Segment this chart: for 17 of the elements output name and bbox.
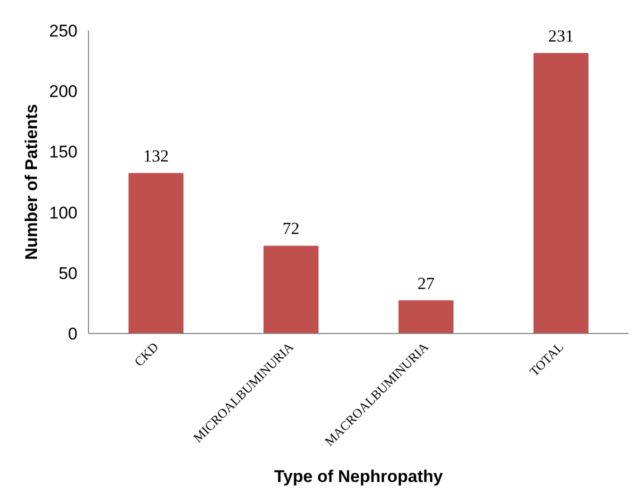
y-tick-label: 100 <box>49 203 78 222</box>
y-tick-label: 200 <box>49 82 78 102</box>
data-label: 132 <box>143 146 169 166</box>
x-axis-title: Type of Nephropathy <box>274 467 444 486</box>
bar <box>534 53 588 334</box>
y-tick-label: 250 <box>49 22 78 40</box>
bar <box>128 173 184 334</box>
y-tick-label: 50 <box>58 264 78 283</box>
data-label: 27 <box>418 274 435 293</box>
data-label: 231 <box>548 26 574 46</box>
y-axis-title: Number of Patients <box>22 104 42 260</box>
data-label: 72 <box>282 219 300 238</box>
y-tick-label: 0 <box>68 324 78 344</box>
bar <box>398 300 454 334</box>
x-tick-label: CKD <box>131 339 162 370</box>
y-tick-label: 150 <box>49 142 78 162</box>
bar <box>264 246 318 334</box>
